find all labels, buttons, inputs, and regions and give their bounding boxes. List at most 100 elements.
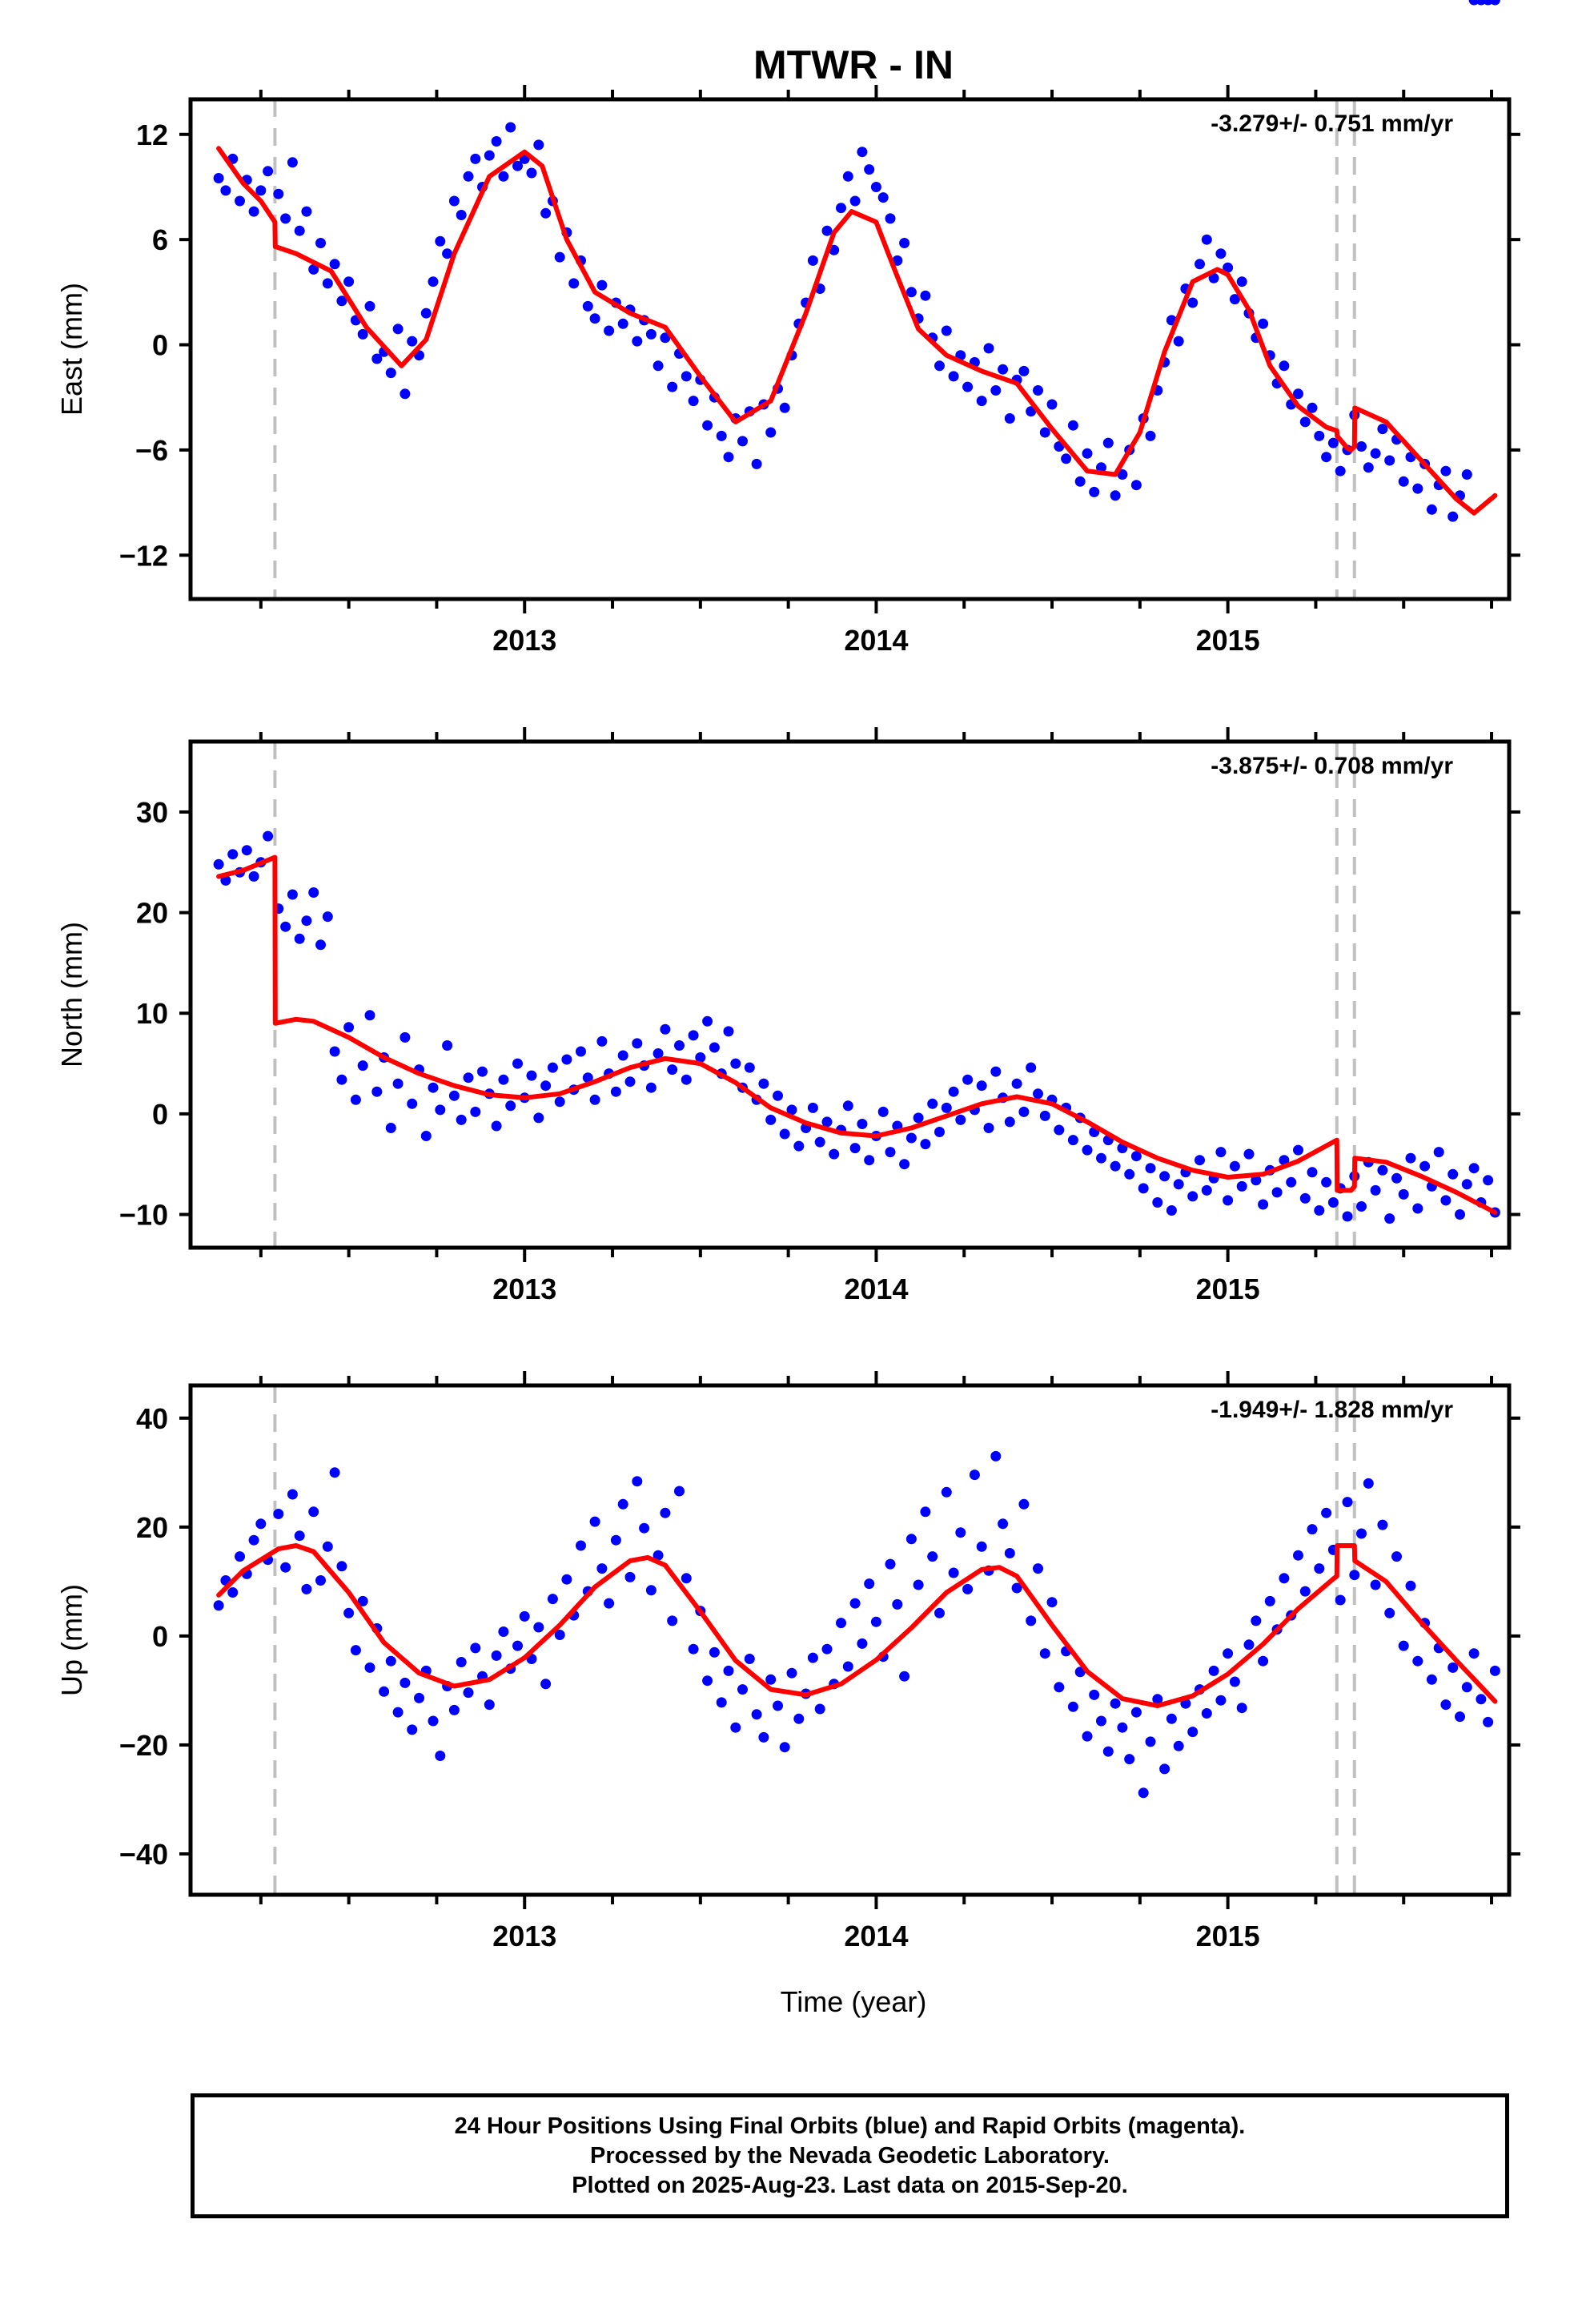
data-point <box>1426 1674 1437 1685</box>
data-point <box>596 1563 608 1574</box>
data-point <box>1236 276 1247 287</box>
data-point <box>1011 1078 1022 1089</box>
data-point <box>1138 1183 1149 1194</box>
footer-line-1: 24 Hour Positions Using Final Orbits (bl… <box>454 2113 1246 2139</box>
data-point <box>652 1048 664 1059</box>
data-point <box>814 1703 825 1715</box>
data-point <box>913 1579 924 1590</box>
data-point <box>308 1506 319 1518</box>
data-point <box>1370 1579 1381 1590</box>
x-axis-label: Time (year) <box>781 1985 927 2018</box>
data-point <box>1447 1662 1459 1673</box>
data-point <box>702 420 713 431</box>
data-point <box>1187 297 1199 308</box>
up-panel: 40 20 0 −20 −40 2013 2014 2015 Up (mm) -1.949+/- … <box>55 1371 1520 1952</box>
data-point <box>955 1114 966 1125</box>
data-point <box>1067 420 1078 431</box>
data-point <box>1293 388 1303 400</box>
data-point <box>934 360 945 372</box>
data-point <box>1483 1175 1494 1186</box>
data-point <box>1166 1205 1177 1216</box>
data-point <box>807 255 818 266</box>
data-point <box>849 1598 861 1609</box>
data-point <box>1117 1722 1128 1733</box>
data-point <box>280 213 291 224</box>
data-point <box>1258 1655 1269 1667</box>
data-point <box>1117 469 1128 480</box>
data-point <box>632 1476 643 1487</box>
data-point <box>1026 1062 1037 1073</box>
data-point <box>1356 1201 1367 1212</box>
data-point <box>934 1607 945 1618</box>
data-point <box>329 259 340 270</box>
data-point <box>645 328 656 340</box>
data-point <box>624 1076 636 1088</box>
x-tick-label: 2015 <box>1196 1920 1260 1952</box>
data-point <box>1314 1205 1325 1216</box>
data-point <box>1173 336 1184 347</box>
data-point <box>990 1066 1002 1077</box>
data-point <box>864 1578 875 1590</box>
up-fit-line <box>216 1543 1498 1708</box>
data-point <box>1067 1701 1078 1712</box>
data-point <box>1145 430 1156 441</box>
data-point <box>1314 1563 1325 1574</box>
data-point <box>1011 1582 1022 1594</box>
data-point <box>821 1116 833 1128</box>
data-point <box>329 1467 340 1478</box>
data-point <box>1293 1550 1303 1561</box>
data-point <box>1251 1615 1262 1626</box>
data-point <box>448 1090 460 1101</box>
data-point <box>604 1598 615 1609</box>
data-point <box>695 1052 706 1063</box>
data-point <box>1215 1147 1227 1158</box>
data-point <box>1074 476 1086 487</box>
data-point <box>308 263 319 275</box>
data-point <box>540 1080 552 1092</box>
data-point <box>1195 259 1205 270</box>
data-point <box>315 1575 326 1586</box>
data-point <box>1426 504 1437 515</box>
data-point <box>1377 424 1388 435</box>
data-point <box>322 278 333 289</box>
data-point <box>990 1450 1002 1462</box>
data-point <box>428 1082 439 1093</box>
data-point <box>385 368 396 379</box>
data-point <box>1110 1160 1121 1172</box>
data-point <box>1433 1147 1444 1158</box>
data-point <box>1271 1187 1283 1198</box>
data-point <box>1384 455 1395 466</box>
data-point <box>1039 427 1050 438</box>
data-point <box>892 255 903 266</box>
data-point <box>737 436 748 447</box>
x-tick-label: 2013 <box>492 1920 556 1952</box>
data-point <box>836 203 846 214</box>
data-point <box>407 1724 418 1735</box>
data-point <box>589 1516 600 1527</box>
data-point <box>709 1042 720 1053</box>
data-point <box>1208 1665 1219 1676</box>
data-point <box>1096 1152 1106 1164</box>
data-point <box>1370 448 1381 459</box>
data-point <box>322 911 333 923</box>
data-point <box>1251 1175 1262 1186</box>
data-point <box>1110 1698 1121 1709</box>
data-point <box>336 296 347 307</box>
data-point <box>1054 1124 1065 1136</box>
y-tick-label: 30 <box>136 796 168 829</box>
data-point <box>765 1114 777 1125</box>
data-point <box>864 164 875 175</box>
data-point <box>1089 1689 1100 1700</box>
data-point <box>498 1074 509 1085</box>
data-point <box>407 336 418 347</box>
data-point <box>1391 1172 1402 1184</box>
data-point <box>1286 1176 1297 1188</box>
data-point <box>371 353 383 364</box>
data-point <box>1307 402 1318 413</box>
data-point <box>336 1074 347 1085</box>
data-point <box>842 1100 853 1112</box>
north-rate-label: -3.875+/- 0.708 mm/yr <box>1211 753 1453 779</box>
data-point <box>1039 1648 1050 1659</box>
data-point <box>821 225 833 236</box>
data-point <box>1166 1713 1177 1724</box>
